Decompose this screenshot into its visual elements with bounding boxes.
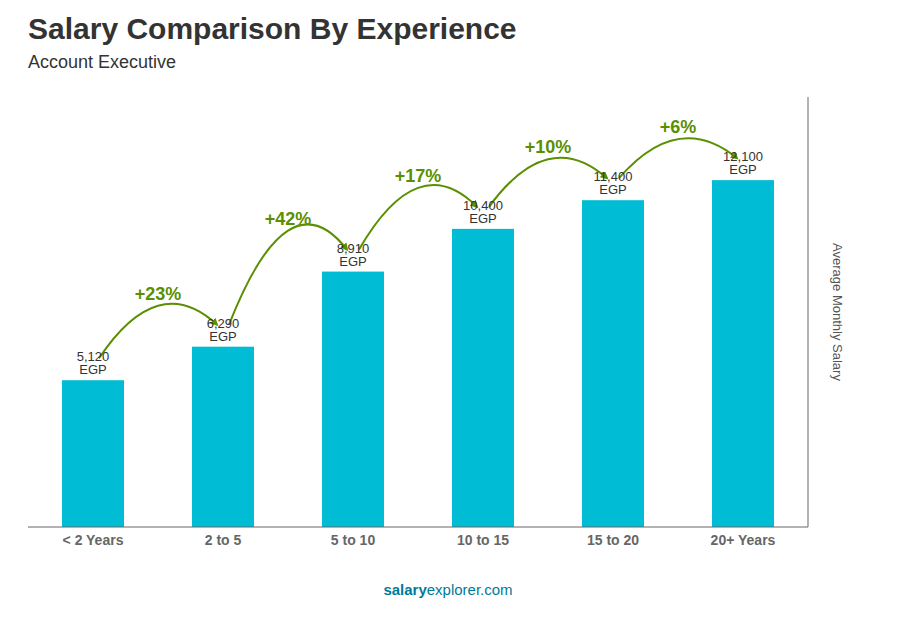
html-text:Account Executive: Account Executive	[28, 52, 177, 72]
svg-text:+42%: +42%	[265, 209, 312, 229]
svg-text:2 to 5: 2 to 5	[205, 532, 242, 548]
html-text:Salary Comparison By Experienc: Salary Comparison By Experience	[28, 12, 517, 45]
svg-text:11,400EGP: 11,400EGP	[594, 169, 633, 197]
svg-text:5,120EGP: 5,120EGP	[77, 349, 110, 377]
svg-text:+10%: +10%	[525, 137, 572, 157]
svg-text:+23%: +23%	[135, 284, 182, 304]
svg-text:10,400EGP: 10,400EGP	[463, 198, 503, 226]
svg-text:+17%: +17%	[395, 166, 442, 186]
svg-text:6,290EGP: 6,290EGP	[207, 316, 240, 344]
svg-text:20+ Years: 20+ Years	[711, 532, 776, 548]
html-text:salary explorer.com: salary explorer.com	[383, 581, 513, 598]
svg-text:< 2 Years: < 2 Years	[63, 532, 124, 548]
svg-text:10 to 15: 10 to 15	[457, 532, 509, 548]
svg-text:5 to 10: 5 to 10	[331, 532, 376, 548]
svg-text:12,100EGP: 12,100EGP	[723, 149, 763, 177]
svg-text:Average Monthly Salary: Average Monthly Salary	[830, 243, 845, 381]
svg-text:+6%: +6%	[660, 117, 697, 137]
svg-text:8,910EGP: 8,910EGP	[337, 241, 370, 269]
svg-text:15 to 20: 15 to 20	[587, 532, 639, 548]
